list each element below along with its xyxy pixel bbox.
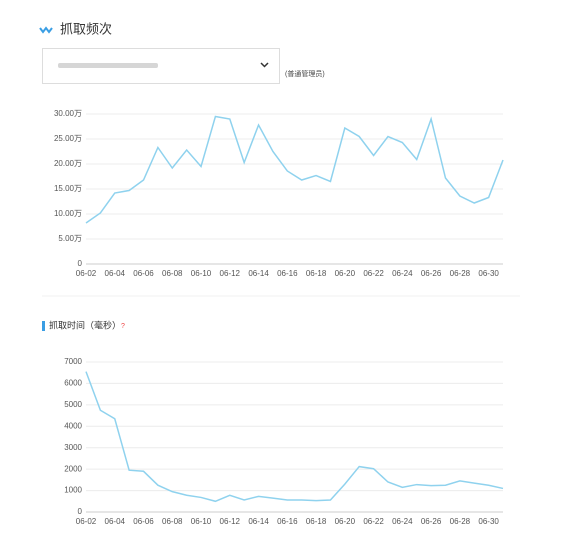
x-tick-label: 06-30 (478, 517, 499, 526)
y-tick-label: 2000 (64, 464, 82, 473)
blurred-url (58, 63, 158, 68)
y-tick-label: 25.00万 (54, 134, 82, 143)
x-tick-label: 06-28 (450, 517, 471, 526)
x-tick-label: 06-04 (105, 269, 126, 278)
x-tick-label: 06-06 (133, 269, 154, 278)
x-tick-label: 06-18 (306, 517, 327, 526)
x-tick-label: 06-22 (363, 269, 384, 278)
x-tick-label: 06-12 (220, 269, 241, 278)
x-tick-label: 06-04 (105, 517, 126, 526)
x-tick-label: 06-18 (306, 269, 327, 278)
x-tick-label: 06-22 (363, 517, 384, 526)
x-tick-label: 06-06 (133, 517, 154, 526)
section-title: 抓取频次 (60, 21, 112, 36)
x-tick-label: 06-14 (248, 517, 269, 526)
y-tick-label: 20.00万 (54, 159, 82, 168)
x-tick-label: 06-16 (277, 269, 298, 278)
x-tick-label: 06-10 (191, 269, 212, 278)
role-label: (普通管理员) (285, 69, 325, 78)
x-tick-label: 06-20 (335, 517, 356, 526)
x-tick-label: 06-26 (421, 517, 442, 526)
chart-title: 抓取时间（毫秒） (49, 319, 121, 330)
y-tick-label: 3000 (64, 443, 82, 452)
x-tick-label: 06-16 (277, 517, 298, 526)
x-tick-label: 06-12 (220, 517, 241, 526)
x-tick-label: 06-26 (421, 269, 442, 278)
x-tick-label: 06-02 (76, 269, 97, 278)
line-series (85, 371, 504, 503)
x-tick-label: 06-28 (450, 269, 471, 278)
y-tick-label: 7000 (64, 357, 82, 366)
y-tick-label: 4000 (64, 421, 82, 430)
x-tick-label: 06-08 (162, 517, 183, 526)
x-tick-label: 06-30 (478, 269, 499, 278)
x-tick-label: 06-24 (392, 269, 413, 278)
dropdown-chevron (260, 62, 269, 68)
y-tick-label: 5000 (64, 400, 82, 409)
y-tick-label: 1000 (64, 486, 82, 495)
x-tick-label: 06-14 (248, 269, 269, 278)
x-tick-label: 06-20 (335, 269, 356, 278)
chart-title-bar (42, 321, 45, 331)
line-series (85, 115, 504, 224)
y-tick-label: 0 (78, 259, 83, 268)
y-tick-label: 10.00万 (54, 209, 82, 218)
x-tick-label: 06-24 (392, 517, 413, 526)
y-tick-label: 6000 (64, 379, 82, 388)
x-tick-label: 06-10 (191, 517, 212, 526)
x-tick-label: 06-02 (76, 517, 97, 526)
y-tick-label: 30.00万 (54, 109, 82, 118)
section-icon (39, 26, 53, 34)
y-tick-label: 15.00万 (54, 184, 82, 193)
y-tick-label: 5.00万 (58, 234, 82, 243)
help-icon[interactable]: ? (121, 323, 125, 330)
y-tick-label: 0 (78, 507, 83, 516)
x-tick-label: 06-08 (162, 269, 183, 278)
